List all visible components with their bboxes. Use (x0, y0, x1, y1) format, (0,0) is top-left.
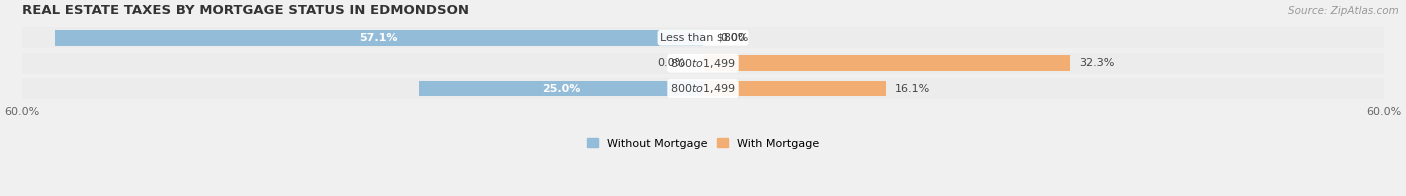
Text: $800 to $1,499: $800 to $1,499 (671, 82, 735, 95)
Text: Less than $800: Less than $800 (661, 33, 745, 43)
Bar (21, 27, 1385, 48)
Bar (21, 78, 1385, 99)
Bar (419, 81, 703, 96)
Bar (703, 55, 1070, 71)
Text: 0.0%: 0.0% (658, 58, 686, 68)
Bar (703, 81, 886, 96)
Bar (21, 53, 1385, 74)
Text: 25.0%: 25.0% (541, 83, 581, 93)
Text: 0.0%: 0.0% (720, 33, 748, 43)
Text: 32.3%: 32.3% (1078, 58, 1114, 68)
Text: Source: ZipAtlas.com: Source: ZipAtlas.com (1288, 6, 1399, 16)
Text: 57.1%: 57.1% (360, 33, 398, 43)
Bar (55, 30, 703, 46)
Text: REAL ESTATE TAXES BY MORTGAGE STATUS IN EDMONDSON: REAL ESTATE TAXES BY MORTGAGE STATUS IN … (21, 4, 468, 17)
Legend: Without Mortgage, With Mortgage: Without Mortgage, With Mortgage (588, 138, 818, 149)
Text: $800 to $1,499: $800 to $1,499 (671, 57, 735, 70)
Text: 16.1%: 16.1% (894, 83, 931, 93)
